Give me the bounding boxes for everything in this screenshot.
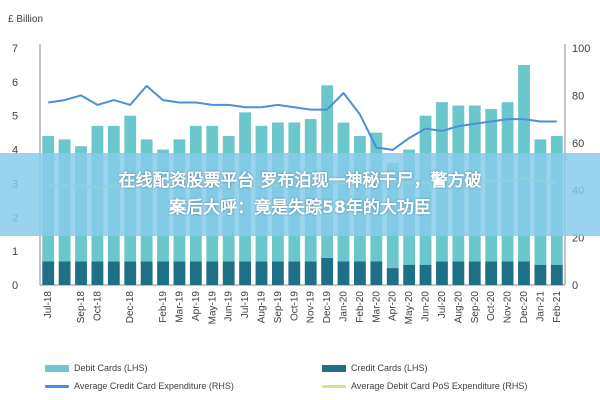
bar-credit-cards xyxy=(452,261,465,285)
legend-item-avg-debit: Average Debit Card PoS Expenditure (RHS) xyxy=(322,381,527,391)
x-tick-label: Jan-21 xyxy=(535,291,546,322)
banner-line-1: 在线配资股票平台 罗布泊现一神秘干尸，警方破 xyxy=(118,170,482,191)
x-tick-label: May-19 xyxy=(207,291,218,325)
x-tick-label: Nov-20 xyxy=(503,291,514,324)
bar-credit-cards xyxy=(518,261,530,285)
x-tick-label: Jul-18 xyxy=(43,291,54,319)
legend-label-avg-credit: Average Credit Card Expenditure (RHS) xyxy=(74,381,234,391)
x-tick-label: Aug-20 xyxy=(453,291,464,324)
x-tick-label: Dec-20 xyxy=(519,291,530,324)
left-tick-label: 1 xyxy=(12,246,18,258)
bar-credit-cards xyxy=(321,257,334,285)
right-tick-label: 0 xyxy=(572,280,578,292)
right-tick-label: 80 xyxy=(572,90,584,102)
left-tick-label: 7 xyxy=(12,43,18,55)
bar-credit-cards xyxy=(550,264,563,285)
bar-credit-cards xyxy=(58,261,71,285)
x-tick-label: Sep-19 xyxy=(273,291,284,324)
legend-swatch-avg-debit xyxy=(322,384,346,388)
x-tick-label: Oct-19 xyxy=(289,291,300,321)
bar-credit-cards xyxy=(206,261,219,285)
bar-credit-cards xyxy=(436,261,448,285)
left-axis-unit-label: £ Billion xyxy=(8,14,43,25)
legend-swatch-debit-cards xyxy=(45,364,69,372)
bar-credit-cards xyxy=(75,261,87,285)
bar-credit-cards xyxy=(288,261,301,285)
x-tick-label: Mar-19 xyxy=(174,291,185,323)
bar-credit-cards xyxy=(239,261,251,285)
bar-credit-cards xyxy=(419,264,432,285)
bar-credit-cards xyxy=(501,261,514,285)
x-tick-label: Oct-20 xyxy=(486,291,497,321)
x-tick-label: Mar-20 xyxy=(371,291,382,323)
x-tick-label: Nov-19 xyxy=(306,291,317,324)
x-tick-label: May-20 xyxy=(404,291,415,325)
bar-credit-cards xyxy=(157,261,169,285)
x-tick-label: Jun-19 xyxy=(224,291,235,322)
left-tick-label: 6 xyxy=(12,77,18,89)
bar-credit-cards xyxy=(255,261,268,285)
x-tick-label: Sep-20 xyxy=(470,291,481,324)
bar-credit-cards xyxy=(534,264,547,285)
bar-credit-cards xyxy=(42,261,55,285)
x-tick-label: Jul-19 xyxy=(240,291,251,319)
bar-credit-cards xyxy=(337,261,350,285)
right-tick-label: 100 xyxy=(572,43,590,55)
x-tick-label: Dec-19 xyxy=(322,291,333,324)
bar-credit-cards xyxy=(140,261,153,285)
bar-credit-cards xyxy=(91,261,104,285)
bar-credit-cards xyxy=(485,261,498,285)
bar-credit-cards xyxy=(124,261,137,285)
chart-legend: Debit Cards (LHS) Credit Cards (LHS) Ave… xyxy=(0,360,600,400)
bar-credit-cards xyxy=(386,268,399,285)
bar-credit-cards xyxy=(304,261,317,285)
bar-credit-cards xyxy=(370,261,383,285)
left-tick-label: 5 xyxy=(12,111,18,123)
right-tick-label: 60 xyxy=(572,138,584,150)
x-tick-label: Dec-18 xyxy=(125,291,136,324)
x-tick-label: Jul-20 xyxy=(437,291,448,319)
legend-label-credit-cards: Credit Cards (LHS) xyxy=(351,363,428,373)
x-tick-label: Apr-20 xyxy=(388,291,399,321)
x-tick-label: Oct-18 xyxy=(92,291,103,321)
bar-credit-cards xyxy=(173,261,186,285)
bar-credit-cards xyxy=(354,261,366,285)
x-tick-label: Jan-20 xyxy=(339,291,350,322)
legend-swatch-avg-credit xyxy=(45,384,69,388)
x-tick-label: Feb-20 xyxy=(355,291,366,323)
x-tick-label: Aug-19 xyxy=(256,291,267,324)
banner-line-2: 案后大呼：竟是失踪58年的大功臣 xyxy=(169,197,431,218)
bar-credit-cards xyxy=(271,261,284,285)
legend-item-debit-cards: Debit Cards (LHS) xyxy=(45,363,148,373)
x-tick-label: Feb-19 xyxy=(158,291,169,323)
bar-credit-cards xyxy=(468,261,481,285)
bar-credit-cards xyxy=(189,261,202,285)
x-tick-label: Apr-19 xyxy=(191,291,202,321)
legend-label-debit-cards: Debit Cards (LHS) xyxy=(74,363,148,373)
x-tick-label: Sep-18 xyxy=(76,291,87,324)
overlay-banner[interactable]: 在线配资股票平台 罗布泊现一神秘干尸，警方破 案后大呼：竟是失踪58年的大功臣 xyxy=(0,153,600,236)
bar-credit-cards xyxy=(222,261,235,285)
bar-credit-cards xyxy=(107,261,120,285)
bar-credit-cards xyxy=(403,264,416,285)
legend-item-credit-cards: Credit Cards (LHS) xyxy=(322,363,428,373)
left-tick-label: 4 xyxy=(12,145,18,157)
x-tick-label: Jun-20 xyxy=(421,291,432,322)
x-tick-label: Feb-21 xyxy=(552,291,563,323)
legend-item-avg-credit: Average Credit Card Expenditure (RHS) xyxy=(45,381,234,391)
line-avg-credit-card-expenditure xyxy=(48,84,557,151)
left-tick-label: 0 xyxy=(12,280,18,292)
legend-label-avg-debit: Average Debit Card PoS Expenditure (RHS) xyxy=(351,381,528,391)
legend-swatch-credit-cards xyxy=(322,364,346,372)
